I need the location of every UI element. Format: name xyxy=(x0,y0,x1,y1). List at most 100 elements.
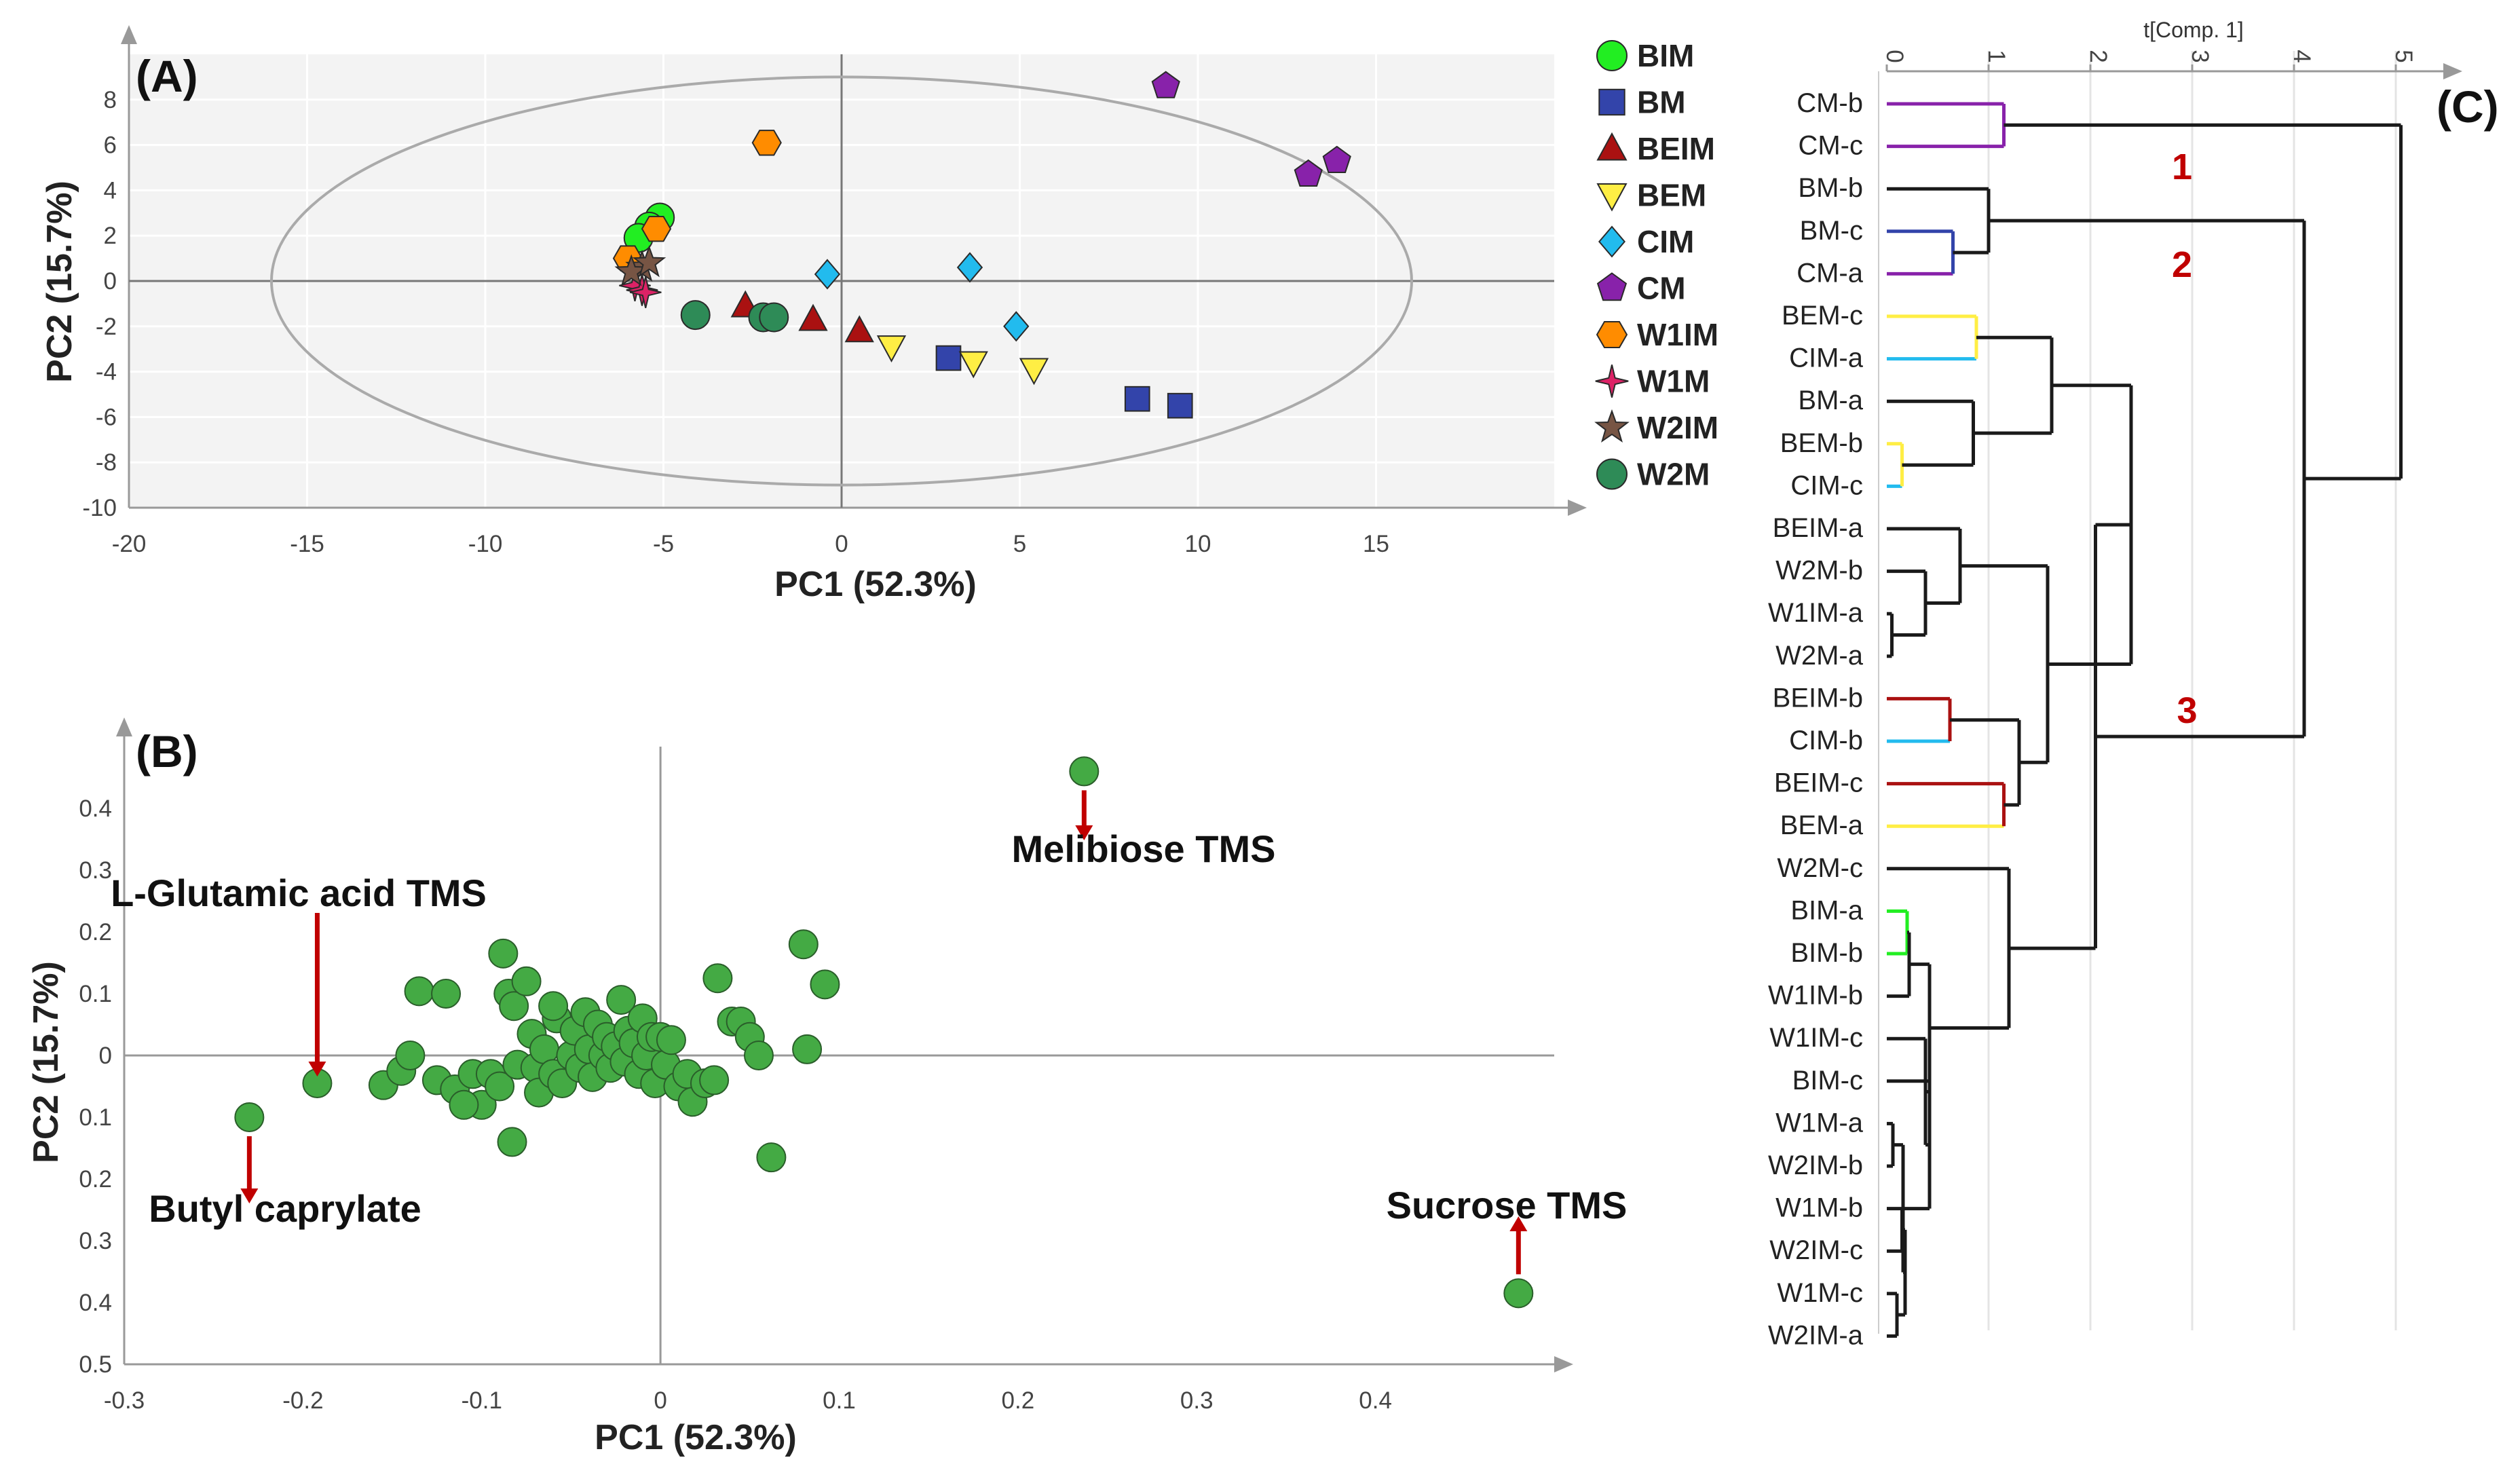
panel-a-y-tick-label: -6 xyxy=(96,404,117,430)
panel-a-y-tick-label: 8 xyxy=(104,87,117,113)
panel-b-annotation-label: Butyl caprylate xyxy=(149,1187,421,1230)
panel-b-pca-loading-plot: -0.3 -0.2 -0.1 0 0.1 0.2 0.3 0.4 0.4 0.3 0.2 0.1 0 0.… xyxy=(26,717,1627,1457)
legend-marker-cm xyxy=(1596,272,1628,301)
panel-b-x-tick-label: 0.2 xyxy=(1002,1387,1035,1414)
panel-b-loading-point xyxy=(1503,1278,1534,1309)
panel-a-point-bem xyxy=(958,351,988,379)
panel-b-y-axis-arrow xyxy=(116,717,132,736)
panel-c-leaf-label: W2M-c xyxy=(1777,853,1863,883)
panel-b-loading-point xyxy=(499,991,529,1022)
panel-c-leaf-label: W1IM-b xyxy=(1768,981,1863,1011)
panel-b-x-tick-label: -0.2 xyxy=(282,1387,323,1414)
panel-b-y-tick-label: 0.4 xyxy=(79,795,112,822)
panel-b-loading-point xyxy=(488,938,519,969)
panel-b-y-tick-label: 0.1 xyxy=(79,1104,112,1131)
panel-b-loading-point xyxy=(656,1025,686,1055)
legend-label-bm: BM xyxy=(1637,85,1686,120)
legend-marker-w1im xyxy=(1596,320,1628,349)
panel-c-tick-label: 2 xyxy=(2085,50,2111,62)
panel-c-tick-label: 0 xyxy=(1881,50,1908,62)
legend-marker-bem xyxy=(1596,183,1628,212)
panel-b-y-tick-label: 0.2 xyxy=(79,1166,112,1193)
panel-b-x-tick-label: 0.4 xyxy=(1359,1387,1392,1414)
panel-a-point-beim xyxy=(844,315,874,343)
panel-a-point-cm xyxy=(1151,71,1180,98)
panel-a-point-cim xyxy=(1003,311,1030,342)
panel-b-loading-point xyxy=(431,979,462,1009)
panel-a-y-axis-title: PC2 (15.7%) xyxy=(40,181,79,383)
panel-c-leaf-label: W2IM-a xyxy=(1768,1320,1864,1350)
panel-a-y-tick-label: -2 xyxy=(96,314,117,340)
panel-c-leaf-label: W1M-a xyxy=(1775,1108,1864,1138)
panel-c-leaf-label: BIM-b xyxy=(1790,938,1863,968)
panel-a-x-tick-label: -20 xyxy=(112,531,147,557)
panel-b-annotation-arrowhead xyxy=(1075,825,1093,840)
panel-c-leaf-label: W1M-b xyxy=(1775,1193,1863,1223)
panel-b-loading-point xyxy=(449,1089,479,1120)
panel-c-leaf-label: CM-a xyxy=(1797,258,1864,288)
panel-a-y-tick-label: 2 xyxy=(104,223,117,249)
panel-a-point-cm xyxy=(1322,145,1351,173)
panel-b-loading-point xyxy=(234,1102,265,1132)
legend-marker-bim xyxy=(1596,40,1628,71)
panel-a-point-w1im xyxy=(641,215,672,242)
panel-a-point-w2im xyxy=(632,245,666,278)
panel-a-point-w2m xyxy=(759,302,789,333)
panel-c-cluster-label: 2 xyxy=(2172,244,2192,285)
panel-b-annotation-label: L-Glutamic acid TMS xyxy=(111,872,487,914)
panel-a-point-cm xyxy=(1294,159,1323,187)
panel-b-annotation-label: Sucrose TMS xyxy=(1387,1184,1628,1227)
panel-a-point-beim xyxy=(798,303,828,331)
panel-c-axis-arrow xyxy=(2443,63,2462,79)
panel-a-point-bm xyxy=(1124,386,1150,412)
panel-b-y-tick-label: 0.5 xyxy=(79,1351,112,1378)
panel-b-loading-point xyxy=(511,966,542,996)
panel-c-tick-label: 3 xyxy=(2187,50,2213,62)
panel-b-label: (B) xyxy=(136,726,198,776)
panel-b-annotation-arrowhead xyxy=(308,1061,326,1077)
panel-b-loading-point xyxy=(1069,756,1099,787)
panel-a-y-tick-label: 6 xyxy=(104,132,117,159)
panel-c-cluster-label: 1 xyxy=(2172,147,2192,187)
panel-a-y-axis-arrow xyxy=(121,25,137,44)
panel-a-point-bm xyxy=(1167,392,1193,419)
legend-label-w1m: W1M xyxy=(1637,364,1710,399)
panel-b-y-tick-label: 0.2 xyxy=(79,919,112,946)
panel-a-x-tick-label: -5 xyxy=(653,531,674,557)
legend-marker-w2m xyxy=(1596,458,1628,490)
legend-label-w2m: W2M xyxy=(1637,457,1710,492)
panel-a-y-tick-label: -4 xyxy=(96,359,117,386)
panel-a-x-tick-label: 0 xyxy=(835,531,848,557)
panel-c-leaf-label: BEM-a xyxy=(1780,810,1864,840)
panel-c-cluster-label: 3 xyxy=(2177,690,2197,731)
legend-marker-beim xyxy=(1596,132,1628,161)
panel-b-loading-point xyxy=(485,1071,515,1102)
panel-b-x-tick-label: -0.1 xyxy=(462,1387,502,1414)
panel-a-point-bem xyxy=(1019,358,1049,386)
panel-b-y-tick-label: 0.4 xyxy=(79,1290,112,1316)
panel-a-point-cim xyxy=(956,252,983,283)
panel-a-y-tick-label: 4 xyxy=(104,177,117,204)
panel-a-y-tick-label: -8 xyxy=(96,449,117,476)
legend-label-beim: BEIM xyxy=(1637,131,1715,166)
panel-c-leaf-label: BEIM-b xyxy=(1773,683,1863,713)
panel-c-leaf-label: BIM-a xyxy=(1790,895,1863,925)
panel-a-x-tick-label: -15 xyxy=(290,531,324,557)
panel-b-y-tick-label: 0.3 xyxy=(79,1228,112,1254)
panel-c-leaf-label: BIM-c xyxy=(1792,1066,1863,1096)
panel-b-x-axis-title: PC1 (52.3%) xyxy=(595,1418,797,1457)
panel-a-hotelling-ellipse xyxy=(270,75,1413,487)
panel-a-label: (A) xyxy=(136,51,198,101)
panel-b-y-tick-label: 0.3 xyxy=(79,857,112,884)
panel-c-leaf-label: W2M-b xyxy=(1775,556,1863,586)
panel-b-loading-point xyxy=(699,1065,730,1096)
panel-c-leaf-label: W1IM-a xyxy=(1768,598,1864,628)
legend-label-cim: CIM xyxy=(1637,224,1694,259)
panel-a-point-w2m xyxy=(680,300,711,331)
panel-b-x-tick-label: 0.3 xyxy=(1180,1387,1214,1414)
panel-b-annotation-arrowhead xyxy=(240,1188,259,1203)
panel-a-x-tick-label: 10 xyxy=(1185,531,1211,557)
panel-c-label: (C) xyxy=(2437,81,2499,132)
